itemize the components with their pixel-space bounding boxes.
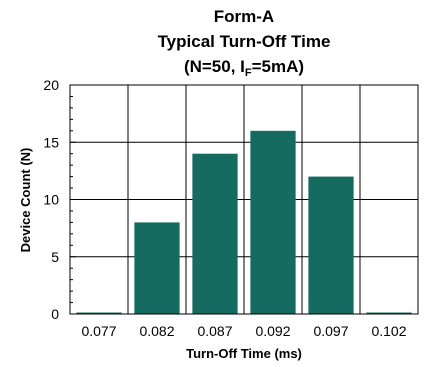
y-tick-label: 20 xyxy=(43,77,59,93)
chart-subtitle-suffix: =5mA) xyxy=(252,57,304,76)
x-axis-label: Turn-Off Time (ms) xyxy=(186,346,302,361)
chart-subtitle-prefix: (N=50, I xyxy=(184,57,245,76)
chart-subtitle: (N=50, IF=5mA) xyxy=(184,57,304,79)
bar-0.082 xyxy=(134,222,180,314)
bar-0.077 xyxy=(76,312,122,314)
y-tick-label: 15 xyxy=(43,134,59,150)
bar-0.102 xyxy=(366,312,412,314)
y-tick-label: 10 xyxy=(43,192,59,208)
bar-0.092 xyxy=(250,130,296,314)
x-tick-label: 0.102 xyxy=(371,323,406,339)
chart-subtitle-subscript: F xyxy=(245,67,252,79)
x-tick-label: 0.087 xyxy=(197,323,232,339)
bar-0.097 xyxy=(308,176,354,314)
x-tick-label: 0.097 xyxy=(313,323,348,339)
chart-title-line-2: Typical Turn-Off Time xyxy=(158,32,331,51)
chart-title-line-1: Form-A xyxy=(214,7,274,26)
y-tick-label: 0 xyxy=(51,306,59,322)
y-tick-label: 5 xyxy=(51,249,59,265)
x-tick-label: 0.077 xyxy=(81,323,116,339)
bar-0.087 xyxy=(192,153,238,314)
y-axis-label: Device Count (N) xyxy=(18,148,33,253)
x-tick-label: 0.082 xyxy=(139,323,174,339)
x-tick-label: 0.092 xyxy=(255,323,290,339)
